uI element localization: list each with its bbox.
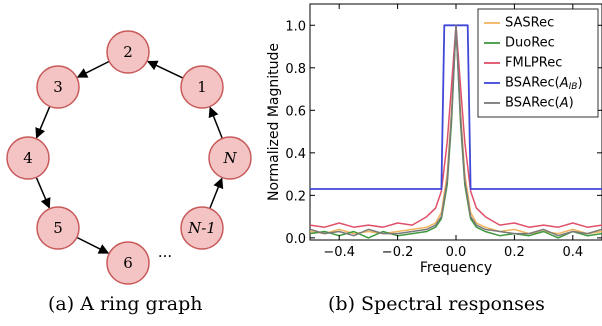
caption-a: (a) A ring graph bbox=[48, 293, 203, 315]
x-tick-label: −0.2 bbox=[382, 245, 414, 260]
caption-b: (b) Spectral responses bbox=[328, 293, 545, 315]
node-circle bbox=[36, 65, 80, 109]
legend-label: DuoRec bbox=[505, 36, 555, 51]
series-line-bsarec-a bbox=[310, 24, 602, 237]
edge-1-to-2 bbox=[146, 60, 184, 79]
ring-edges bbox=[35, 60, 224, 254]
node-circle bbox=[106, 241, 150, 285]
x-tick-label: 0.0 bbox=[446, 245, 467, 260]
ring-graph: 2 1 N N-1 6 5 4 3 ··· bbox=[6, 30, 252, 285]
ring-node: 6 bbox=[106, 241, 150, 285]
series-lines bbox=[310, 24, 602, 239]
x-tick-label: −0.4 bbox=[323, 245, 355, 260]
edge-4-to-5 bbox=[35, 177, 51, 209]
legend-label: SASRec bbox=[505, 16, 554, 31]
legend-entry: SASRec bbox=[484, 16, 554, 31]
y-tick-label: 1.0 bbox=[285, 19, 306, 34]
legend-label: BSARec(A) bbox=[505, 96, 574, 111]
node-circle bbox=[180, 206, 224, 250]
legend-label: FMLPRec bbox=[505, 56, 562, 71]
edge-2-to-3 bbox=[76, 60, 110, 78]
ring-node: 4 bbox=[6, 136, 50, 180]
x-axis-label: Frequency bbox=[420, 260, 492, 276]
edge-5-to-6 bbox=[76, 236, 110, 254]
y-tick-label: 0.8 bbox=[285, 62, 306, 77]
node-label: 6 bbox=[123, 254, 133, 272]
x-ticks: −0.4 −0.2 0.0 0.2 0.4 bbox=[323, 4, 583, 260]
node-circle bbox=[36, 206, 80, 250]
legend-label: BSARec(AIB) bbox=[505, 76, 583, 93]
edge-3-to-4 bbox=[35, 106, 51, 139]
node-circle bbox=[6, 136, 50, 180]
y-ticks: 0.0 0.2 0.4 0.6 0.8 1.0 bbox=[285, 19, 602, 247]
edge-n1-to-n bbox=[209, 177, 224, 209]
x-tick-label: 0.4 bbox=[562, 245, 583, 260]
node-circle bbox=[180, 65, 224, 109]
spectral-chart: −0.4 −0.2 0.0 0.2 0.4 0.0 0.2 0.4 0.6 0.8 1.0 Fre… bbox=[266, 3, 602, 276]
legend-entry: FMLPRec bbox=[484, 56, 562, 71]
node-label: 1 bbox=[197, 78, 207, 96]
legend-entry: DuoRec bbox=[484, 36, 555, 51]
node-label: 3 bbox=[53, 78, 63, 96]
node-label: N-1 bbox=[187, 219, 216, 237]
node-label: N bbox=[222, 149, 237, 167]
edge-n-to-1 bbox=[208, 106, 223, 139]
ring-node: 3 bbox=[36, 65, 80, 109]
y-tick-label: 0.2 bbox=[285, 189, 306, 204]
y-tick-label: 0.0 bbox=[285, 232, 306, 247]
ring-node: 5 bbox=[36, 206, 80, 250]
ring-node: N-1 bbox=[180, 206, 224, 250]
y-tick-label: 0.6 bbox=[285, 104, 306, 119]
ring-ellipsis: ··· bbox=[158, 247, 172, 265]
legend-entry: BSARec(A) bbox=[484, 96, 574, 111]
node-label: 5 bbox=[53, 219, 63, 237]
legend: SASRec DuoRec FMLPRec BSARec(AIB) BSARec(A) bbox=[477, 8, 599, 118]
node-label: 4 bbox=[23, 149, 33, 167]
legend-entry: BSARec(AIB) bbox=[484, 76, 583, 93]
y-tick-label: 0.4 bbox=[285, 147, 306, 162]
ring-node: 1 bbox=[180, 65, 224, 109]
x-tick-label: 0.2 bbox=[504, 245, 525, 260]
ring-nodes: 2 1 N N-1 6 5 4 3 bbox=[6, 30, 252, 285]
node-label: 2 bbox=[123, 43, 133, 61]
node-circle bbox=[106, 30, 150, 74]
ring-node: 2 bbox=[106, 30, 150, 74]
node-circle bbox=[208, 136, 252, 180]
y-axis-label: Normalized Magnitude bbox=[266, 43, 282, 201]
ring-node: N bbox=[208, 136, 252, 180]
